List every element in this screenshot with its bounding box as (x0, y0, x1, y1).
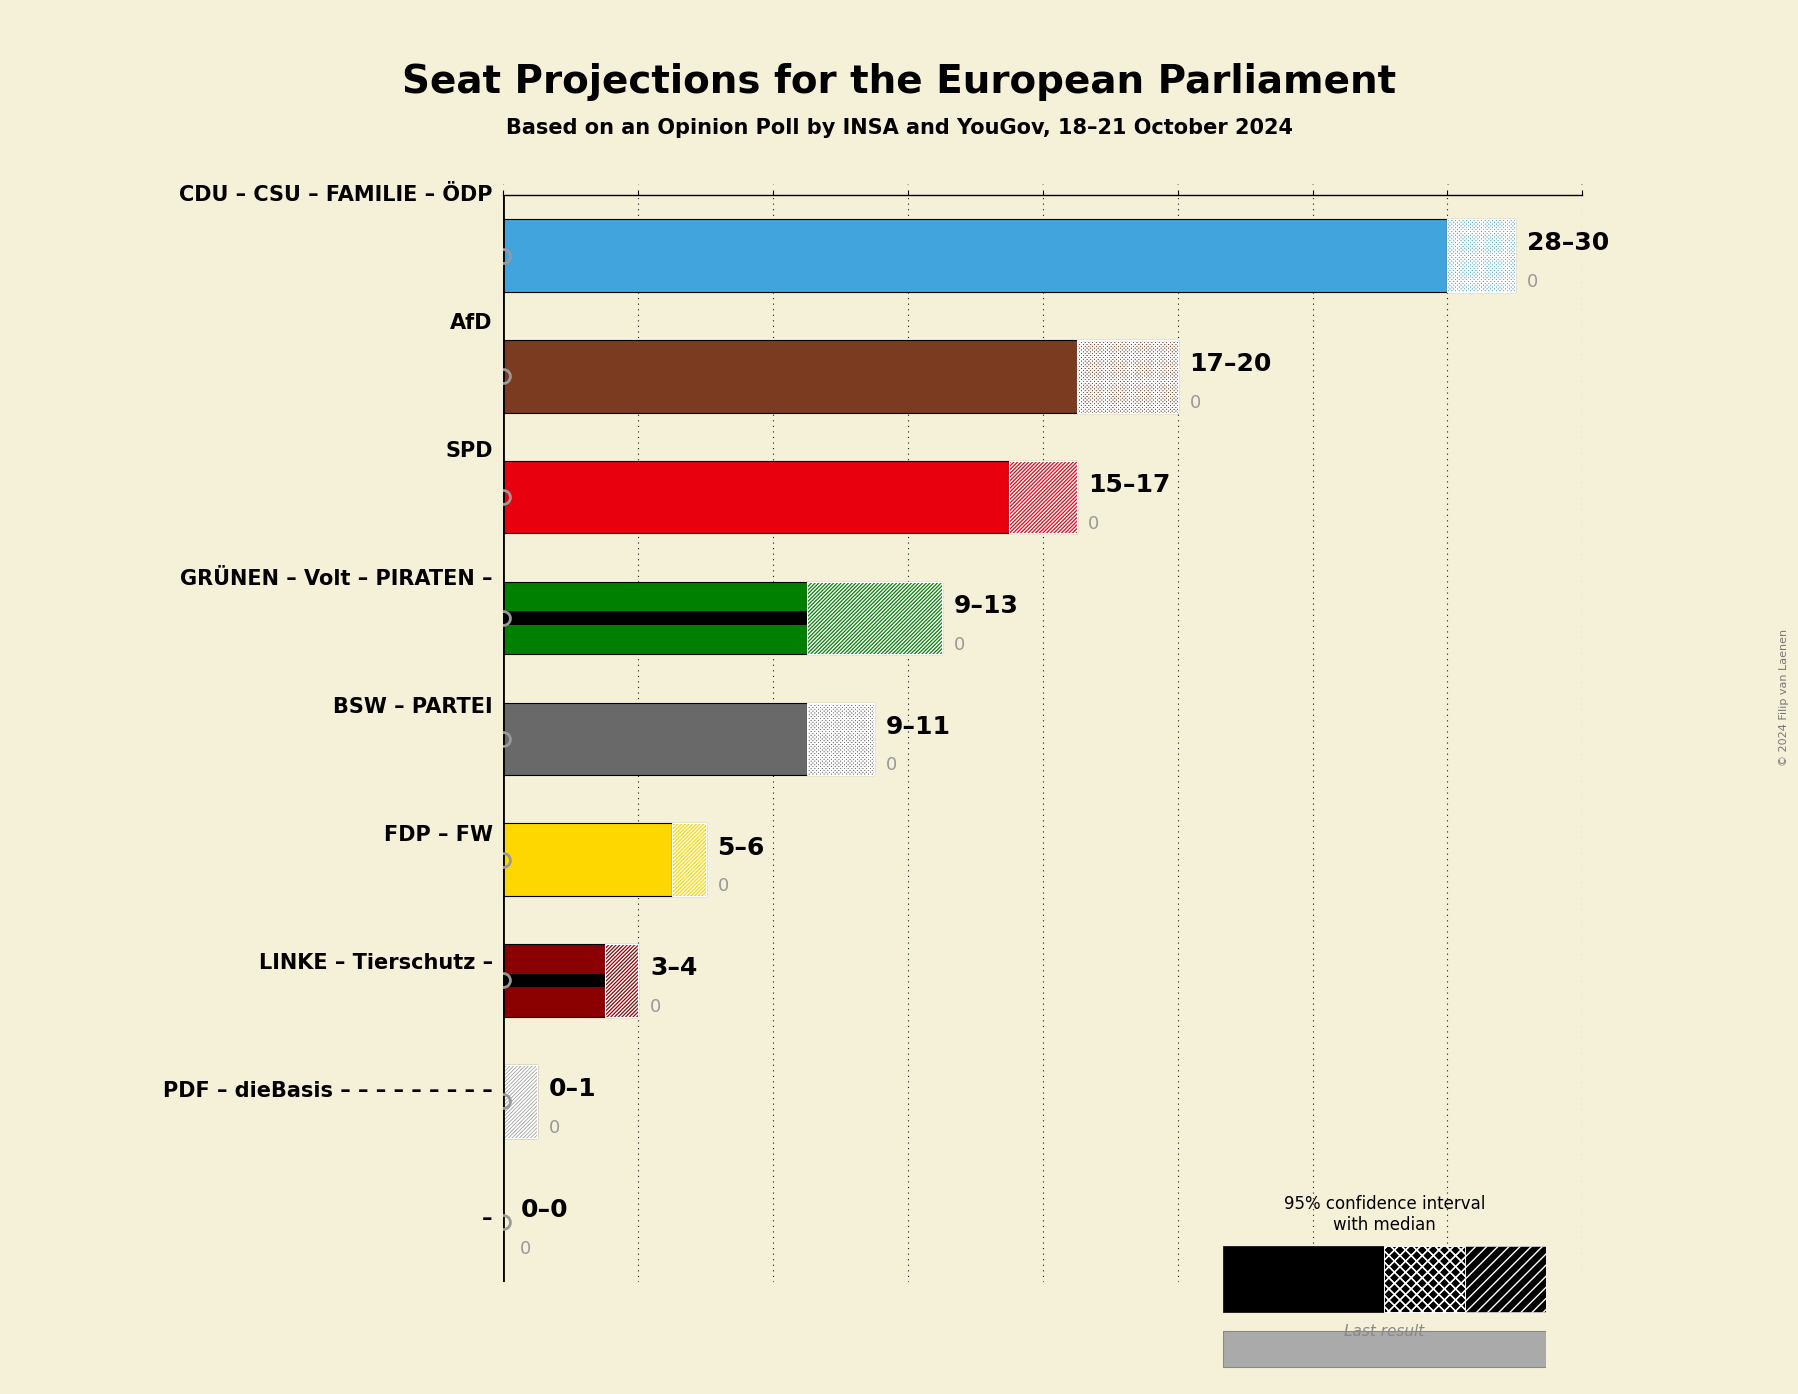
Text: 17–20: 17–20 (1190, 353, 1271, 376)
Text: Last result: Last result (1345, 1324, 1424, 1340)
Text: GRÜNEN – Volt – PIRATEN –: GRÜNEN – Volt – PIRATEN – (180, 569, 493, 588)
Text: FDP – FW: FDP – FW (383, 825, 493, 845)
Bar (1223, 1246, 1384, 1312)
Text: 0–1: 0–1 (548, 1078, 597, 1101)
Text: PDF – dieBasis – – – – – – – – –: PDF – dieBasis – – – – – – – – – (164, 1080, 493, 1101)
Text: Based on an Opinion Poll by INSA and YouGov, 18–21 October 2024: Based on an Opinion Poll by INSA and You… (505, 118, 1293, 138)
Bar (503, 1065, 538, 1138)
Bar (672, 824, 705, 896)
Text: 0–0: 0–0 (520, 1197, 568, 1223)
Bar (1447, 219, 1514, 291)
Text: BSW – PARTEI: BSW – PARTEI (333, 697, 493, 717)
Text: © 2024 Filip van Laenen: © 2024 Filip van Laenen (1778, 629, 1789, 765)
Bar (807, 581, 942, 654)
Text: 0: 0 (1088, 514, 1100, 533)
Bar (503, 581, 807, 654)
Bar (503, 824, 672, 896)
Bar (503, 974, 604, 987)
Text: –: – (482, 1209, 493, 1228)
Bar (1465, 1246, 1546, 1312)
Bar (604, 944, 638, 1016)
Bar (1465, 1246, 1546, 1312)
Text: 3–4: 3–4 (651, 956, 698, 980)
Text: SPD: SPD (446, 441, 493, 461)
Text: 95% confidence interval
with median: 95% confidence interval with median (1284, 1195, 1485, 1234)
Text: 0: 0 (651, 998, 662, 1016)
Text: 0: 0 (1527, 273, 1537, 291)
Bar (503, 1065, 538, 1138)
Text: 5–6: 5–6 (717, 835, 764, 860)
Bar (503, 1065, 538, 1138)
Bar (1077, 340, 1178, 413)
Bar (1223, 1331, 1546, 1368)
Text: CDU – CSU – FAMILIE – ÖDP: CDU – CSU – FAMILIE – ÖDP (180, 185, 493, 205)
Bar (807, 581, 942, 654)
Bar (1009, 461, 1077, 534)
Text: 28–30: 28–30 (1527, 231, 1609, 255)
Text: 0: 0 (717, 877, 728, 895)
Bar (503, 1065, 538, 1138)
Bar (503, 340, 1077, 413)
Text: Seat Projections for the European Parliament: Seat Projections for the European Parlia… (403, 63, 1395, 100)
Bar (807, 703, 874, 775)
Bar (503, 461, 1009, 534)
Bar (672, 824, 705, 896)
Bar (807, 703, 874, 775)
Text: AfD: AfD (450, 314, 493, 333)
Text: 9–13: 9–13 (953, 594, 1018, 618)
Bar (1447, 219, 1514, 291)
Text: 0: 0 (548, 1119, 561, 1138)
Bar (503, 703, 807, 775)
Bar (503, 944, 604, 1016)
Bar (1384, 1246, 1465, 1312)
Text: 0: 0 (520, 1239, 532, 1257)
Bar (604, 944, 638, 1016)
Text: 9–11: 9–11 (886, 715, 951, 739)
Bar (503, 612, 807, 625)
Bar (1009, 461, 1077, 534)
Bar (503, 219, 1447, 291)
Text: 0: 0 (1190, 395, 1201, 413)
Bar (1384, 1246, 1465, 1312)
Text: 0: 0 (953, 636, 966, 654)
Text: 15–17: 15–17 (1088, 473, 1170, 498)
Text: LINKE – Tierschutz –: LINKE – Tierschutz – (259, 952, 493, 973)
Text: 0: 0 (886, 757, 897, 775)
Bar (1077, 340, 1178, 413)
